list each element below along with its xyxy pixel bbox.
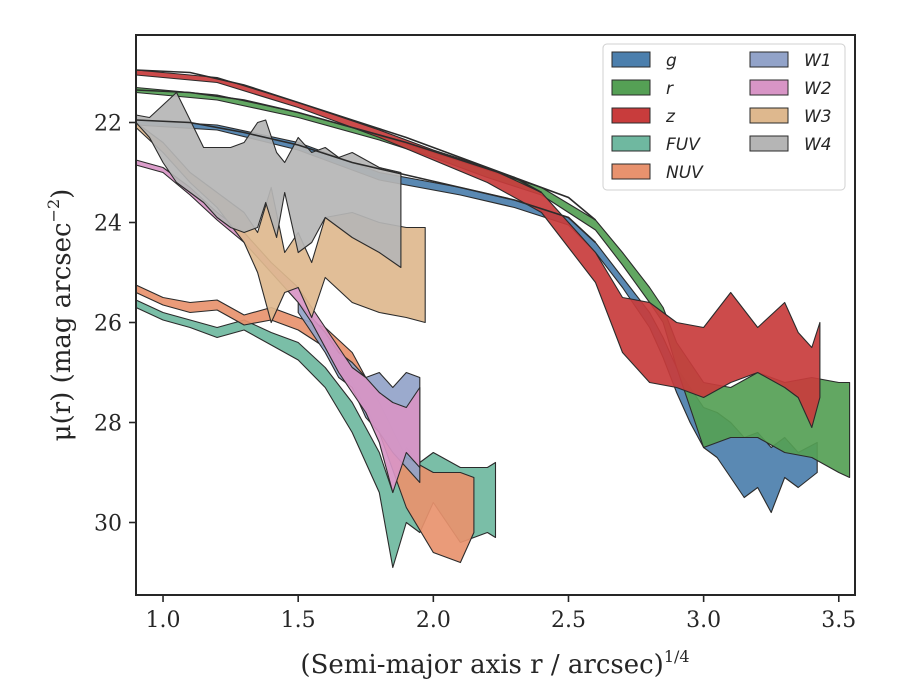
y-axis-label: μ(r) (mag arcsec−2) [44,189,77,442]
legend-label-fuv: FUV [666,135,701,155]
bands-layer [135,69,851,569]
legend-label-z: z [665,107,676,127]
inner-lines-layer [135,69,597,244]
line-g-inner [135,119,597,244]
line-z-inner [135,69,542,194]
legend-swatch-z [611,107,651,124]
legend-label-w4: W4 [804,135,832,155]
legend-swatch-fuv [611,135,651,152]
legend-label-w2: W2 [804,79,832,99]
line-r-inner [135,89,597,221]
y-tick-label: 22 [94,112,122,137]
x-tick-label: 1.0 [146,608,181,633]
legend-label-w1: W1 [804,51,832,71]
y-tick-label: 30 [94,512,122,537]
band-w3 [135,121,426,324]
plot-frame [135,34,856,596]
x-axis-label-exponent: 1/4 [664,647,690,666]
y-axis-label-exponent: −2 [44,199,63,223]
band-z [135,69,821,429]
legend-swatch-w1 [749,51,789,68]
x-tick-label: 3.5 [821,608,856,633]
x-tick-label: 1.5 [281,608,316,633]
band-nuv [135,284,475,564]
y-tick-label: 24 [94,212,122,237]
y-tick-label: 26 [94,312,122,337]
band-w4 [135,91,402,269]
x-tick-label: 2.5 [551,608,586,633]
legend-swatch-r [611,79,651,96]
x-tick-label: 2.0 [416,608,451,633]
legend-swatch-w3 [749,107,789,124]
y-axis-label-close: ) [47,189,77,199]
ticks-layer: 1.0 1.5 2.0 2.5 3.0 3.5 22 24 26 28 30 [94,112,856,634]
legend-swatch-g [611,51,651,68]
legend-label-w3: W3 [804,107,832,127]
y-tick-label: 28 [94,412,122,437]
x-tick-label: 3.0 [686,608,721,633]
legend-label-r: r [666,79,674,99]
legend: grz FUV NUV W1 W2 W3 W4 [602,43,846,191]
legend-label-g: g [666,51,677,71]
legend-swatch-w4 [749,135,789,152]
x-axis-label: (Semi-major axis r / arcsec)1/4 [300,647,689,680]
legend-swatch-w2 [749,79,789,96]
legend-swatch-nuv [611,163,651,180]
legend-label-nuv: NUV [666,163,704,183]
